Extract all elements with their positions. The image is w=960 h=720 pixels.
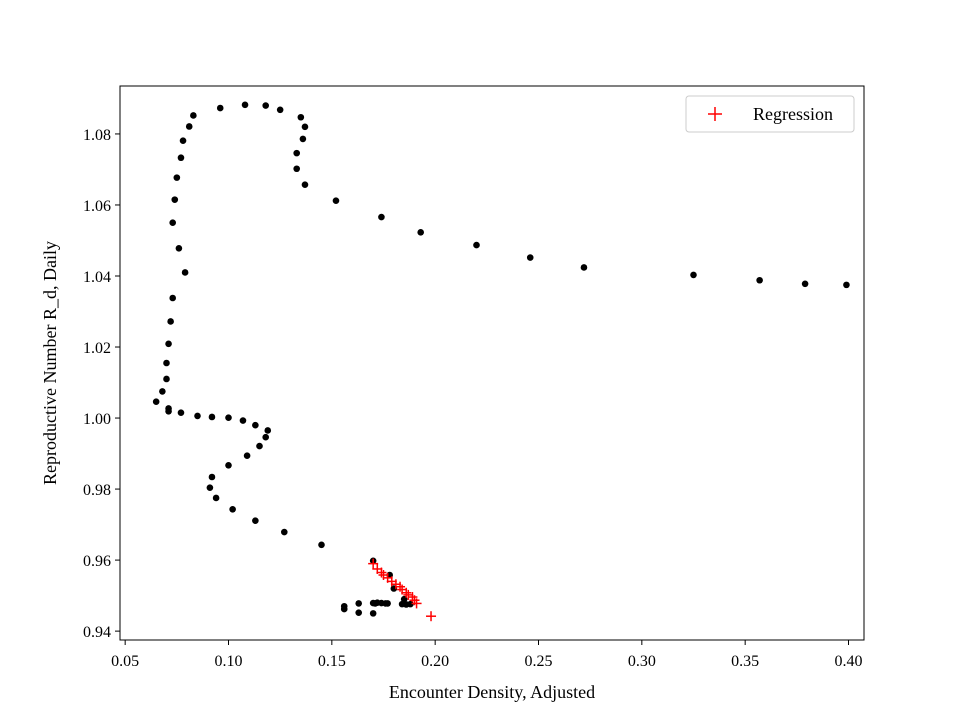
data-point xyxy=(340,602,348,610)
data-point xyxy=(165,407,172,415)
legend-box xyxy=(685,95,855,133)
data-point xyxy=(252,421,259,429)
y-tick-label: 1.00 xyxy=(83,411,111,428)
x-tick-label: 0.15 xyxy=(318,653,346,670)
data-point xyxy=(262,102,270,109)
x-tick-label: 0.10 xyxy=(215,653,243,670)
data-point xyxy=(239,417,247,424)
y-tick-label: 1.08 xyxy=(83,127,111,144)
data-point xyxy=(163,375,170,383)
x-tick-label: 0.05 xyxy=(111,653,139,670)
data-point xyxy=(173,174,181,181)
data-point xyxy=(293,149,301,157)
regression-point xyxy=(376,567,387,578)
data-point xyxy=(355,609,363,616)
regression-point xyxy=(368,558,379,569)
data-point xyxy=(398,600,406,608)
data-point xyxy=(241,101,249,109)
y-tick-label: 1.02 xyxy=(83,340,111,357)
data-point xyxy=(801,280,809,288)
data-point xyxy=(301,123,309,131)
regression-point xyxy=(411,598,422,609)
x-tick-label: 0.25 xyxy=(525,653,553,670)
x-tick-label: 0.20 xyxy=(421,653,449,670)
data-point xyxy=(276,106,284,114)
data-point xyxy=(301,181,309,189)
data-point xyxy=(206,484,214,491)
y-tick-label: 0.98 xyxy=(83,482,111,499)
y-tick-label: 1.06 xyxy=(83,198,111,215)
plot-frame xyxy=(119,85,865,641)
x-tick-label: 0.30 xyxy=(628,653,656,670)
data-points-layer xyxy=(152,101,850,622)
data-point xyxy=(256,442,263,450)
data-point xyxy=(355,600,363,607)
legend: Regression xyxy=(685,95,855,133)
y-tick-label: 0.96 xyxy=(83,553,111,570)
data-point xyxy=(185,123,193,130)
data-point xyxy=(318,541,325,549)
data-point xyxy=(332,197,340,205)
x-tick-label: 0.40 xyxy=(835,653,863,670)
data-point xyxy=(378,213,385,221)
regression-point xyxy=(403,589,414,600)
data-point xyxy=(208,473,216,481)
x-axis: 0.05 0.10 0.15 0.20 0.25 0.30 0.35 0.40 xyxy=(111,640,863,670)
regression-point xyxy=(426,611,437,622)
data-point xyxy=(159,388,166,395)
data-point xyxy=(281,528,288,536)
data-point xyxy=(181,269,189,276)
data-point xyxy=(194,412,201,420)
data-point xyxy=(384,600,391,607)
data-point xyxy=(175,244,183,252)
data-point xyxy=(756,276,763,284)
data-point xyxy=(190,112,197,119)
legend-marker-regression xyxy=(708,107,722,121)
data-point xyxy=(229,506,236,513)
y-axis: 0.94 0.96 0.98 1.00 1.02 1.04 1.06 1.08 xyxy=(83,127,120,641)
data-point xyxy=(169,219,176,227)
data-point xyxy=(208,413,216,421)
data-point xyxy=(177,154,185,162)
data-point xyxy=(163,359,170,367)
data-point xyxy=(843,281,850,289)
data-point xyxy=(473,241,480,249)
data-point xyxy=(216,104,224,112)
data-point xyxy=(212,494,220,502)
x-axis-label: Encounter Density, Adjusted xyxy=(389,682,595,702)
data-point xyxy=(179,137,187,144)
data-point xyxy=(167,318,174,325)
data-point xyxy=(169,294,176,302)
legend-label-regression: Regression xyxy=(753,104,833,124)
data-point xyxy=(526,254,534,261)
data-point xyxy=(369,610,377,617)
regression-point xyxy=(401,587,412,598)
data-point xyxy=(371,600,379,607)
y-axis-label: Reproductive Number R_d, Daily xyxy=(40,241,60,485)
x-tick-label: 0.35 xyxy=(731,653,759,670)
data-point xyxy=(165,340,172,348)
data-point xyxy=(225,461,232,469)
data-point xyxy=(152,398,160,406)
data-point xyxy=(580,264,588,271)
data-point xyxy=(293,165,301,173)
data-point xyxy=(417,229,425,236)
data-point xyxy=(252,517,259,524)
y-tick-label: 0.94 xyxy=(83,624,111,641)
data-point xyxy=(297,113,305,121)
data-point xyxy=(264,427,272,434)
data-point xyxy=(177,409,185,417)
data-point xyxy=(243,452,251,459)
data-point xyxy=(299,135,307,143)
data-point xyxy=(171,196,179,203)
data-point xyxy=(690,271,697,279)
regression-point xyxy=(390,579,401,590)
data-point xyxy=(225,414,232,421)
y-tick-label: 1.04 xyxy=(83,269,111,286)
data-point xyxy=(262,433,270,441)
